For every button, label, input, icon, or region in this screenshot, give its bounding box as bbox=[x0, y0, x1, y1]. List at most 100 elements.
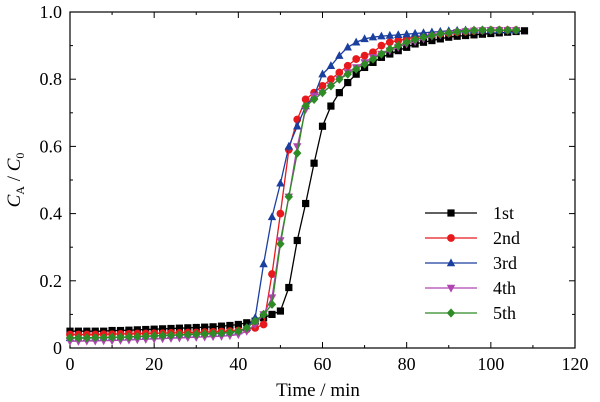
data-point bbox=[310, 159, 318, 167]
svg-text:CA / C0: CA / C0 bbox=[4, 153, 27, 208]
x-tick-label: 120 bbox=[562, 354, 589, 374]
data-point bbox=[394, 30, 403, 39]
data-point bbox=[91, 332, 100, 343]
data-point bbox=[343, 69, 352, 79]
data-point bbox=[208, 328, 218, 339]
data-point bbox=[74, 333, 83, 343]
data-point bbox=[107, 332, 117, 342]
x-tick-label: 100 bbox=[477, 354, 504, 374]
data-point bbox=[158, 325, 167, 333]
data-point bbox=[327, 75, 335, 84]
legend-label: 2nd bbox=[493, 228, 520, 248]
data-point bbox=[99, 332, 108, 343]
legend-label: 4th bbox=[493, 278, 516, 298]
data-point bbox=[150, 325, 158, 333]
data-point bbox=[520, 27, 529, 35]
data-point bbox=[225, 327, 235, 338]
data-point bbox=[302, 199, 310, 208]
data-point bbox=[276, 239, 285, 249]
data-point bbox=[268, 310, 276, 318]
data-point bbox=[344, 78, 352, 87]
data-point bbox=[511, 25, 521, 35]
data-point bbox=[419, 28, 428, 37]
legend-marker bbox=[446, 308, 456, 318]
x-axis-title: Time / min bbox=[276, 380, 360, 401]
y-axis-title: CA / C0 bbox=[4, 153, 27, 208]
data-point bbox=[352, 55, 361, 63]
data-point bbox=[452, 27, 462, 37]
data-point bbox=[234, 320, 242, 329]
data-point bbox=[276, 178, 285, 187]
y-tick-label: 0.2 bbox=[40, 271, 63, 291]
data-point bbox=[360, 51, 369, 60]
series-line bbox=[70, 29, 517, 339]
legend-item: 4th bbox=[425, 278, 516, 298]
data-point bbox=[352, 70, 360, 78]
data-point bbox=[192, 329, 201, 339]
data-point bbox=[343, 61, 352, 70]
data-point bbox=[267, 212, 277, 221]
series-line bbox=[70, 30, 525, 332]
legend-item: 5th bbox=[425, 303, 516, 323]
data-point bbox=[444, 28, 453, 38]
data-point bbox=[478, 25, 487, 35]
data-point bbox=[250, 316, 260, 326]
data-point bbox=[343, 42, 352, 51]
axis-ticks: 0 20 40 60 80 100 120 0 0.2 0.4 0.6 0.8 1.0 bbox=[40, 2, 589, 374]
series-line bbox=[70, 29, 517, 339]
data-point bbox=[469, 25, 479, 36]
series-line bbox=[70, 29, 517, 342]
data-point bbox=[217, 322, 226, 330]
data-point bbox=[65, 333, 75, 343]
data-point bbox=[301, 95, 310, 104]
data-point bbox=[175, 324, 184, 332]
data-point bbox=[192, 323, 200, 332]
data-point bbox=[259, 320, 268, 329]
data-point bbox=[419, 32, 428, 42]
data-point bbox=[259, 259, 268, 268]
data-point bbox=[234, 326, 243, 336]
y-tick-label: 1.0 bbox=[40, 2, 63, 22]
data-point bbox=[335, 51, 344, 59]
series-5th bbox=[65, 25, 521, 343]
data-point bbox=[436, 29, 445, 39]
data-point bbox=[410, 28, 420, 37]
data-point bbox=[267, 294, 277, 303]
series-4th bbox=[65, 26, 521, 346]
data-point bbox=[133, 331, 142, 342]
data-point bbox=[394, 36, 403, 45]
series-3rd bbox=[65, 25, 521, 342]
data-point bbox=[167, 324, 175, 333]
legend-marker bbox=[446, 284, 456, 293]
data-point bbox=[427, 30, 437, 41]
legend-item: 1st bbox=[425, 203, 514, 223]
data-point bbox=[293, 148, 302, 158]
data-point bbox=[318, 82, 327, 90]
data-point bbox=[327, 102, 335, 110]
data-point bbox=[377, 41, 386, 50]
data-point bbox=[377, 31, 386, 40]
data-point bbox=[284, 141, 294, 150]
x-tick-label: 20 bbox=[145, 354, 163, 374]
data-point bbox=[276, 307, 285, 315]
data-point bbox=[183, 329, 193, 340]
data-point bbox=[276, 209, 285, 218]
data-point bbox=[360, 34, 369, 43]
x-tick-label: 0 bbox=[66, 354, 75, 374]
y-tick-label: 0.4 bbox=[40, 204, 63, 224]
data-point bbox=[285, 283, 293, 292]
legend-label: 5th bbox=[493, 303, 516, 323]
data-point bbox=[309, 94, 319, 104]
x-tick-label: 40 bbox=[229, 354, 247, 374]
y-title-slash: / bbox=[4, 171, 25, 186]
data-point bbox=[318, 69, 327, 78]
data-point bbox=[226, 321, 234, 330]
legend-marker bbox=[447, 209, 455, 217]
data-point bbox=[116, 332, 125, 342]
data-point bbox=[368, 32, 378, 41]
legend-item: 2nd bbox=[425, 228, 520, 248]
data-point bbox=[377, 49, 386, 59]
data-point bbox=[175, 330, 184, 340]
legend-item: 3rd bbox=[425, 253, 517, 273]
